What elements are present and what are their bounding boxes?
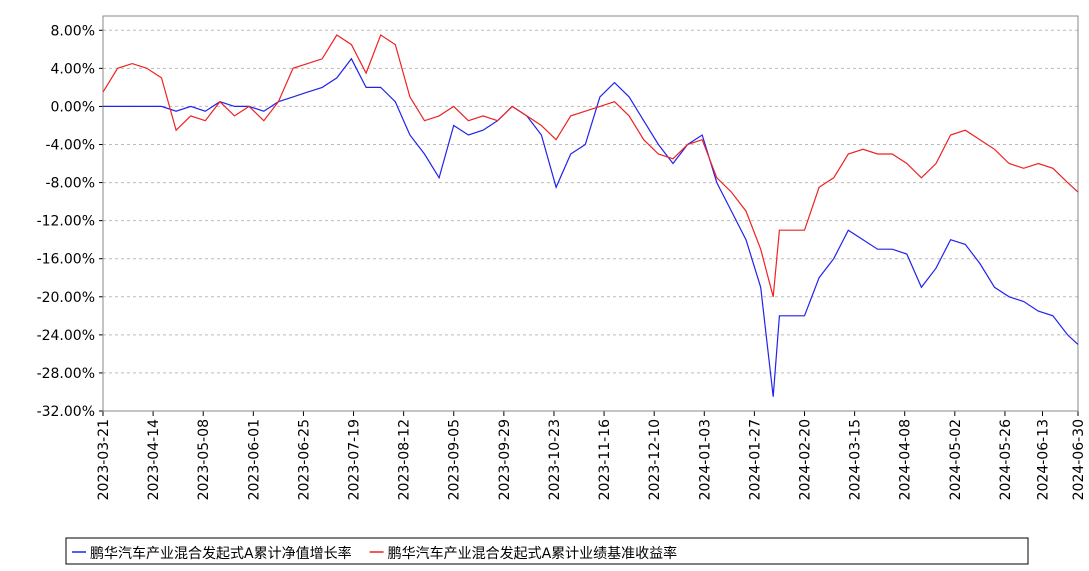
x-tick-label: 2023-08-12: [397, 419, 413, 500]
x-tick-label: 2023-11-16: [597, 419, 613, 500]
x-tick-label: 2024-04-08: [898, 419, 914, 500]
x-tick-label: 2024-02-20: [797, 419, 813, 500]
x-tick-label: 2024-06-30: [1071, 419, 1087, 500]
legend-frame: [65, 537, 1029, 565]
x-tick-label: 2024-06-13: [1036, 419, 1052, 500]
x-tick-label: 2024-01-03: [697, 419, 713, 500]
x-tick-label: 2023-05-08: [196, 419, 212, 500]
y-tick-label: 0.00%: [51, 99, 95, 115]
x-tick-label: 2024-05-26: [998, 419, 1014, 500]
x-tick-label: 2023-12-10: [647, 419, 663, 500]
y-tick-label: -8.00%: [45, 176, 95, 192]
x-tick-label: 2023-10-23: [547, 419, 563, 500]
y-tick-label: -4.00%: [45, 137, 95, 153]
series-line: [102, 34, 1079, 297]
x-tick-label: 2023-09-29: [497, 419, 513, 500]
y-tick-label: -28.00%: [37, 366, 95, 382]
legend-label: 鹏华汽车产业混合发起式A累计净值增长率: [90, 545, 352, 562]
y-tick-label: 4.00%: [51, 61, 95, 77]
y-tick-label: -16.00%: [37, 252, 95, 268]
x-tick-label: 2024-03-15: [848, 419, 864, 500]
x-tick-label: 2023-07-19: [347, 419, 363, 500]
y-tick-label: 8.00%: [51, 23, 95, 39]
y-tick-label: -12.00%: [37, 214, 95, 230]
legend-label: 鹏华汽车产业混合发起式A累计业绩基准收益率: [388, 545, 678, 562]
x-tick-label: 2024-01-27: [747, 419, 763, 500]
y-tick-label: -32.00%: [37, 404, 95, 420]
y-tick-label: -20.00%: [37, 290, 95, 306]
x-tick-label: 2023-06-01: [246, 419, 262, 500]
x-tick-label: 2023-06-25: [296, 419, 312, 500]
x-tick-label: 2023-04-14: [146, 419, 162, 500]
plot-frame: [102, 15, 1079, 412]
x-tick-label: 2023-03-21: [96, 419, 112, 500]
y-tick-label: -24.00%: [37, 328, 95, 344]
x-tick-label: 2023-09-05: [447, 419, 463, 500]
legend: 鹏华汽车产业混合发起式A累计净值增长率 鹏华汽车产业混合发起式A累计业绩基准收益率: [65, 537, 1029, 565]
x-tick-label: 2024-05-02: [948, 419, 964, 500]
series-line: [103, 57, 1079, 397]
